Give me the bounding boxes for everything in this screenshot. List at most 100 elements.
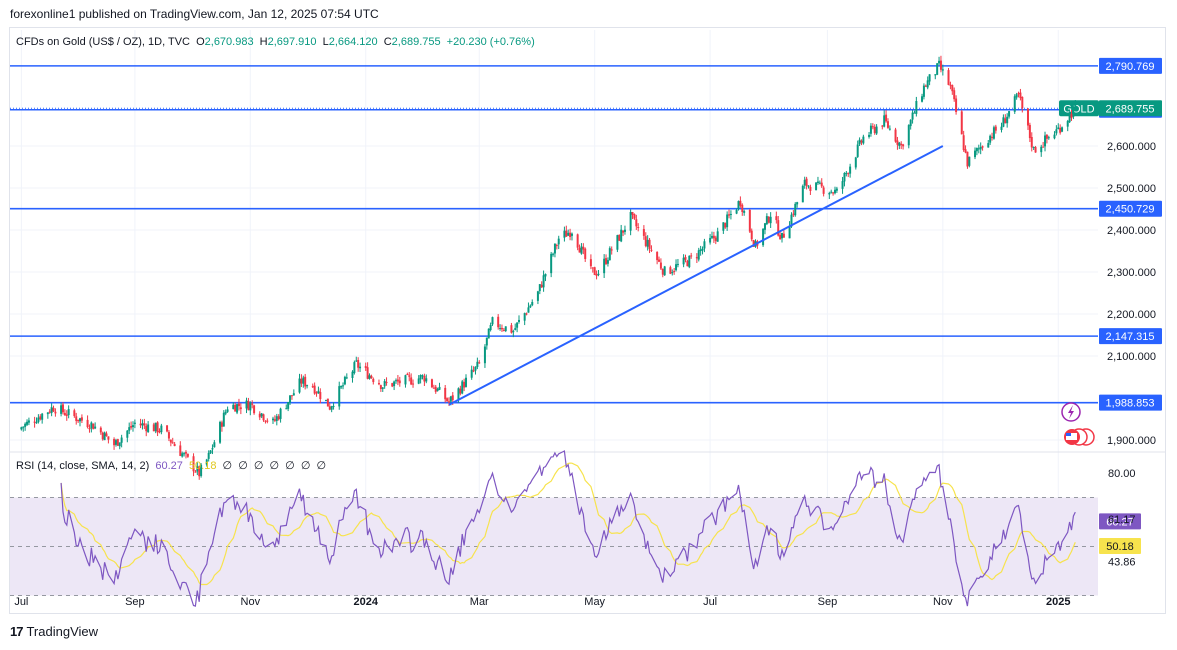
candle-body (118, 442, 121, 447)
candle-body (245, 400, 248, 409)
candle-body (979, 147, 982, 150)
candle-body (169, 439, 172, 443)
candle-body (949, 84, 952, 86)
candle-body (1070, 113, 1073, 118)
candle-body (425, 378, 428, 382)
candle-body (582, 246, 585, 250)
candle-body (272, 418, 275, 421)
candle-body (73, 410, 76, 417)
candle-body (737, 201, 740, 210)
chart-frame[interactable] (9, 27, 1166, 614)
empty-mark: ∅ (316, 460, 327, 472)
price-tick-label: 1,900.000 (1107, 435, 1156, 447)
candle-body (302, 377, 305, 384)
candle-body (832, 192, 835, 194)
candle-body (960, 111, 963, 135)
candle-body (830, 191, 833, 193)
candle-body (332, 405, 335, 407)
candle-body (1053, 134, 1056, 139)
candle-body (130, 425, 133, 428)
candle-body (504, 326, 507, 332)
level-tag (1099, 200, 1162, 217)
candle-body (487, 328, 490, 339)
candle-body (398, 380, 401, 384)
candle-body (196, 466, 199, 472)
candle-body (194, 471, 197, 473)
low-label: L (322, 36, 329, 48)
candle-body (781, 232, 784, 239)
candle-body (465, 377, 468, 387)
candle-body (406, 373, 409, 375)
rsi-label[interactable]: RSI (14, close, SMA, 14, 2) (16, 460, 150, 472)
candle-body (1017, 93, 1020, 95)
candle-body (383, 381, 386, 387)
candle-body (63, 412, 66, 416)
candle-body (750, 230, 753, 240)
candle-body (936, 63, 939, 75)
candle-body (393, 381, 396, 387)
candle-body (536, 291, 539, 301)
candle-body (1034, 147, 1037, 153)
candle-body (395, 380, 398, 382)
candle-body (815, 182, 818, 191)
open-label: O (196, 36, 205, 48)
candle-body (714, 237, 717, 241)
candle-body (854, 157, 857, 168)
events-flag-icon[interactable] (1064, 428, 1095, 446)
symbol-label[interactable]: CFDs on Gold (US$ / OZ), 1D, TVC (16, 36, 191, 48)
candle-body (1032, 146, 1035, 148)
candle-body (682, 257, 685, 265)
rsi-pane: 60.27 50.18 (10, 450, 1141, 607)
candle-body (911, 112, 914, 120)
footer-brand[interactable]: 17 TradingView (10, 624, 98, 639)
candle-body (769, 216, 772, 224)
candle-body (801, 185, 804, 203)
candle-body (765, 216, 768, 225)
candle-body (523, 313, 526, 321)
candle-body (328, 406, 331, 410)
level-tag-label: 2,147.315 (1106, 331, 1155, 343)
candle-body (173, 443, 176, 447)
candle-body (113, 439, 116, 446)
candle-body (101, 432, 104, 440)
candle-body (762, 228, 765, 246)
candle-body (379, 385, 382, 389)
candle-body (410, 377, 413, 385)
candle-body (500, 327, 503, 330)
candles (20, 55, 1077, 480)
candle-body (565, 230, 568, 237)
candle-body (512, 331, 515, 333)
lightning-icon[interactable] (1061, 402, 1081, 422)
candle-body (226, 409, 229, 412)
candle-body (357, 360, 360, 368)
candle-body (359, 366, 362, 369)
candle-body (860, 140, 863, 143)
candle-body (659, 262, 662, 269)
candle-body (404, 375, 407, 385)
candle-body (552, 253, 555, 255)
candle-body (381, 387, 384, 389)
candle-body (748, 210, 751, 232)
candle-body (408, 375, 411, 377)
candle-body (444, 387, 447, 400)
candle-body (716, 231, 719, 242)
candle-body (342, 385, 345, 387)
candle-body (663, 266, 666, 276)
price-tick-label: 2,500.000 (1107, 183, 1156, 195)
candle-body (686, 260, 689, 267)
candle-body (1059, 127, 1062, 133)
empty-mark: ∅ (269, 460, 280, 472)
candle-body (412, 383, 415, 385)
candle-body (116, 439, 119, 446)
candle-body (735, 209, 738, 214)
candle-body (266, 420, 269, 422)
candle-body (46, 412, 49, 415)
candle-body (273, 419, 276, 421)
level-tag-label: 2,450.729 (1106, 204, 1155, 216)
rsi-value-tag-label: 50.18 (1106, 541, 1134, 553)
price-tick-label: 2,100.000 (1107, 351, 1156, 363)
candle-body (470, 369, 473, 378)
candle-body (517, 319, 520, 322)
candle-body (213, 442, 216, 448)
